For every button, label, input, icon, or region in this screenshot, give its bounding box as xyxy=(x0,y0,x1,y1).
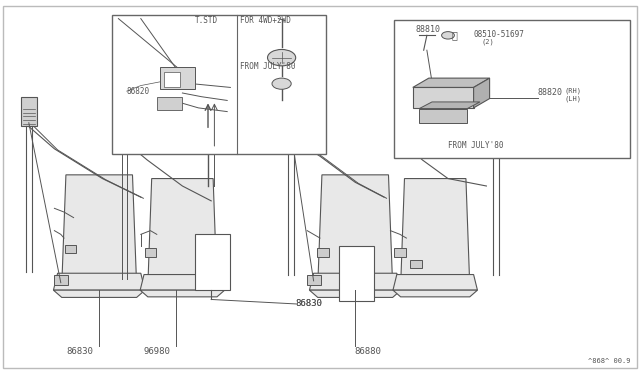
Text: 08510-51697: 08510-51697 xyxy=(474,30,524,39)
Bar xyxy=(419,109,467,123)
Bar xyxy=(488,108,504,138)
Text: 86880: 86880 xyxy=(355,347,381,356)
Bar xyxy=(54,275,68,285)
Text: 86830: 86830 xyxy=(67,347,93,356)
Text: 88820: 88820 xyxy=(538,87,563,97)
Bar xyxy=(65,245,76,253)
Text: (2): (2) xyxy=(481,39,494,45)
Text: FOR 4WD+2WD: FOR 4WD+2WD xyxy=(240,16,291,25)
Bar xyxy=(410,260,422,268)
Bar xyxy=(394,20,630,158)
Bar xyxy=(307,275,321,285)
Bar xyxy=(118,113,132,141)
Bar xyxy=(20,97,36,126)
Text: ^868^ 00.9: ^868^ 00.9 xyxy=(588,358,630,364)
Bar xyxy=(339,246,374,301)
Bar xyxy=(145,248,156,257)
Polygon shape xyxy=(140,275,225,290)
Bar xyxy=(195,234,230,290)
Polygon shape xyxy=(318,175,393,285)
Polygon shape xyxy=(54,273,145,290)
Text: 86830: 86830 xyxy=(296,299,323,308)
Polygon shape xyxy=(62,175,137,285)
Polygon shape xyxy=(413,78,490,87)
Bar xyxy=(284,108,299,138)
Bar xyxy=(160,67,195,89)
Bar xyxy=(394,248,406,257)
Text: (RH): (RH) xyxy=(564,88,582,94)
Polygon shape xyxy=(54,290,145,298)
Text: (LH): (LH) xyxy=(564,95,582,102)
Bar xyxy=(413,87,474,108)
Bar xyxy=(164,72,180,87)
Polygon shape xyxy=(310,290,401,298)
Circle shape xyxy=(272,78,291,89)
Polygon shape xyxy=(393,290,477,297)
Circle shape xyxy=(268,49,296,66)
Text: T.STD: T.STD xyxy=(195,16,218,25)
Text: 86820: 86820 xyxy=(127,87,150,96)
Bar xyxy=(317,248,329,257)
Text: Ⓢ: Ⓢ xyxy=(451,30,457,40)
Text: 88810: 88810 xyxy=(416,25,441,33)
Polygon shape xyxy=(393,275,477,290)
Polygon shape xyxy=(401,179,470,286)
Circle shape xyxy=(442,32,454,39)
Polygon shape xyxy=(474,78,490,108)
Polygon shape xyxy=(419,102,480,109)
Text: 86830: 86830 xyxy=(296,299,323,308)
Text: FROM JULY'80: FROM JULY'80 xyxy=(240,62,296,71)
Text: FROM JULY'80: FROM JULY'80 xyxy=(448,141,504,150)
Bar xyxy=(112,15,326,154)
Bar xyxy=(157,97,182,110)
Polygon shape xyxy=(310,273,401,290)
Polygon shape xyxy=(148,179,217,286)
Text: 96980: 96980 xyxy=(143,347,170,356)
Polygon shape xyxy=(140,290,225,297)
